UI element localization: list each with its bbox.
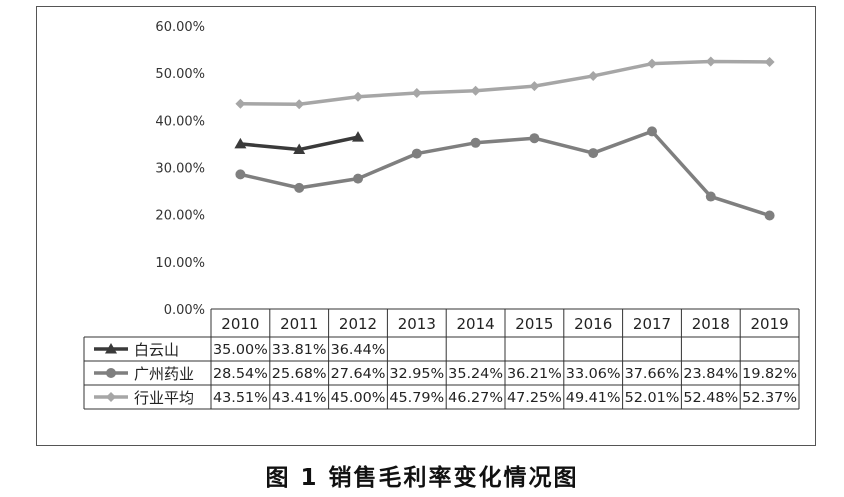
data-point	[764, 56, 775, 67]
data-point	[235, 169, 246, 180]
data-label: 35.24%	[448, 367, 503, 382]
data-label: 35.00%	[213, 343, 268, 358]
y-tick-label: 50.00%	[155, 67, 205, 82]
data-point	[352, 131, 364, 142]
category-label: 2012	[339, 315, 377, 333]
data-point	[411, 148, 422, 159]
data-label: 36.21%	[507, 367, 562, 382]
data-label: 52.37%	[742, 391, 797, 406]
data-label: 43.41%	[272, 391, 327, 406]
data-label: 25.68%	[272, 367, 327, 382]
data-label: 33.06%	[566, 367, 621, 382]
line-chart: 0.00% 10.00% 20.00% 30.00% 40.00% 50.00% 60.00…	[83, 20, 800, 410]
data-label: 47.25%	[507, 391, 562, 406]
data-label: 33.81%	[272, 343, 327, 358]
legend-label: 行业平均	[134, 389, 194, 407]
category-label: 2013	[398, 315, 436, 333]
data-table: 2010 2011 2012 2013 2014 2015 2016 2017 2018 2019…	[83, 308, 800, 410]
legend-marker	[106, 368, 116, 378]
series-lines	[234, 56, 775, 221]
legend-label: 广州药业	[134, 365, 194, 383]
figure-caption: 图 1 销售毛利率变化情况图	[265, 465, 579, 491]
data-label: 43.51%	[213, 391, 268, 406]
data-point	[235, 98, 246, 109]
data-label: 27.64%	[331, 367, 386, 382]
legend-marker	[106, 392, 116, 402]
data-point	[529, 133, 540, 144]
data-point	[647, 126, 657, 137]
category-label: 2016	[574, 315, 612, 333]
data-point	[234, 137, 247, 149]
data-point	[353, 91, 363, 102]
y-tick-label: 20.00%	[155, 209, 205, 224]
data-label: 19.82%	[742, 367, 797, 382]
data-point	[470, 85, 481, 96]
y-tick-label: 0.00%	[164, 303, 205, 318]
y-tick-label: 60.00%	[155, 20, 205, 35]
data-label: 45.00%	[331, 391, 386, 406]
data-point	[294, 182, 305, 193]
data-label: 49.41%	[566, 391, 621, 406]
data-point	[705, 191, 716, 202]
data-label: 46.27%	[448, 391, 503, 406]
data-point	[411, 88, 422, 99]
data-point	[294, 99, 305, 110]
data-point	[353, 173, 363, 184]
data-label: 36.44%	[331, 343, 386, 358]
data-label: 52.01%	[625, 391, 680, 406]
category-label: 2011	[280, 315, 318, 333]
data-point	[647, 58, 657, 69]
category-label: 2015	[515, 315, 553, 333]
data-label: 52.48%	[683, 391, 738, 406]
y-axis: 0.00% 10.00% 20.00% 30.00% 40.00% 50.00% 60.00…	[155, 20, 205, 318]
y-tick-label: 40.00%	[155, 114, 205, 129]
legend-label: 白云山	[134, 341, 179, 359]
y-tick-label: 30.00%	[155, 162, 205, 177]
category-label: 2018	[692, 315, 730, 333]
data-label: 28.54%	[213, 367, 268, 382]
category-label: 2017	[633, 315, 671, 333]
data-point	[588, 148, 599, 159]
data-point	[764, 210, 775, 221]
series-line-2	[240, 129, 771, 218]
data-point	[529, 81, 540, 92]
data-point	[705, 56, 716, 67]
category-label: 2010	[221, 315, 259, 333]
data-label: 45.79%	[389, 391, 444, 406]
category-label: 2014	[457, 315, 495, 333]
data-label: 23.84%	[683, 367, 738, 382]
legend-marker	[105, 343, 117, 354]
data-point	[588, 70, 599, 81]
y-tick-label: 10.00%	[155, 256, 205, 271]
chart-frame: 0.00% 10.00% 20.00% 30.00% 40.00% 50.00% 60.00…	[36, 6, 816, 446]
category-label: 2019	[751, 315, 789, 333]
data-label: 37.66%	[625, 367, 680, 382]
data-label: 32.95%	[389, 367, 444, 382]
series-line-3	[240, 59, 770, 106]
data-point	[293, 143, 306, 155]
data-point	[470, 137, 481, 148]
